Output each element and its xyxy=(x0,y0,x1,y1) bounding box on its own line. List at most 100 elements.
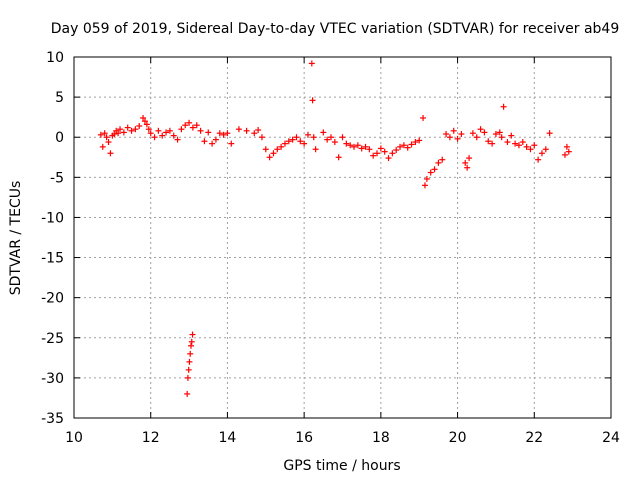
data-point xyxy=(354,142,361,149)
data-point xyxy=(546,130,553,137)
data-point xyxy=(563,143,570,150)
y-tick-label: 5 xyxy=(55,90,64,106)
data-point xyxy=(310,134,317,141)
data-point xyxy=(209,140,216,147)
data-point xyxy=(450,127,457,134)
data-point xyxy=(538,150,545,157)
data-point xyxy=(105,139,112,146)
data-point xyxy=(184,390,191,397)
data-point xyxy=(462,159,469,166)
data-point xyxy=(124,124,131,131)
data-point xyxy=(178,126,185,133)
data-point xyxy=(481,129,488,136)
data-point xyxy=(427,169,434,176)
data-point xyxy=(189,331,196,338)
data-point xyxy=(358,145,365,152)
data-point xyxy=(99,143,106,150)
data-point xyxy=(243,127,250,134)
data-point xyxy=(397,143,404,150)
data-point xyxy=(473,134,480,141)
data-point xyxy=(515,142,522,149)
data-point xyxy=(107,150,114,157)
data-point xyxy=(351,143,358,150)
data-point xyxy=(170,132,177,139)
data-point xyxy=(251,130,258,137)
x-tick-label: 10 xyxy=(65,430,83,446)
grid-lines xyxy=(74,57,611,418)
data-point xyxy=(370,152,377,159)
data-point xyxy=(103,134,110,141)
data-point xyxy=(416,137,423,144)
data-point xyxy=(101,130,108,137)
data-point xyxy=(443,131,450,138)
data-point xyxy=(454,135,461,142)
data-point xyxy=(327,134,334,141)
data-point xyxy=(408,141,415,148)
data-point xyxy=(404,144,411,151)
data-point xyxy=(228,140,235,147)
data-point xyxy=(132,126,139,133)
data-point xyxy=(143,121,150,128)
data-point xyxy=(140,114,147,121)
y-tick-label: -5 xyxy=(50,170,64,186)
data-point xyxy=(420,114,427,121)
x-tick-label: 24 xyxy=(602,430,620,446)
plot-frame xyxy=(73,56,612,419)
x-axis-label: GPS time / hours xyxy=(283,458,400,474)
data-point xyxy=(469,130,476,137)
data-point xyxy=(519,139,526,146)
y-tick-label: -20 xyxy=(41,291,64,307)
data-point xyxy=(542,146,549,153)
data-point xyxy=(320,129,327,136)
data-point xyxy=(281,140,288,147)
data-point xyxy=(115,130,122,137)
data-point xyxy=(212,136,219,143)
data-point xyxy=(186,119,193,126)
y-tick-label: -30 xyxy=(41,371,64,387)
y-tick-label: -15 xyxy=(41,251,64,267)
data-point xyxy=(224,130,231,137)
data-point xyxy=(343,140,350,147)
y-tick-label: 0 xyxy=(55,130,64,146)
data-point xyxy=(189,124,196,131)
data-point xyxy=(439,156,446,163)
x-tick-label: 14 xyxy=(219,430,237,446)
data-point xyxy=(174,136,181,143)
data-point xyxy=(285,138,292,145)
data-point xyxy=(485,138,492,145)
y-axis-label: SDTVAR / TECUs xyxy=(8,181,24,296)
data-point xyxy=(347,142,354,149)
y-tick-label: -10 xyxy=(41,210,64,226)
data-point xyxy=(446,134,453,141)
data-point xyxy=(464,164,471,171)
x-tick-label: 18 xyxy=(372,430,390,446)
data-point xyxy=(197,127,204,134)
data-point xyxy=(477,126,484,133)
data-point xyxy=(331,139,338,146)
data-point xyxy=(278,143,285,150)
data-point xyxy=(377,145,384,152)
data-point xyxy=(458,131,465,138)
data-point xyxy=(312,146,319,153)
x-axis-tick-labels: 10 12 14 16 18 20 22 24 xyxy=(65,430,620,446)
data-point xyxy=(141,118,148,125)
data-point xyxy=(400,142,407,149)
data-point xyxy=(512,140,519,147)
data-point xyxy=(151,134,158,141)
data-point xyxy=(362,143,369,150)
data-point xyxy=(297,138,304,145)
data-point xyxy=(385,155,392,162)
data-point xyxy=(117,126,124,133)
y-tick-label: -25 xyxy=(41,331,64,347)
data-point xyxy=(193,122,200,129)
data-point xyxy=(489,140,496,147)
data-point xyxy=(97,131,104,138)
data-point xyxy=(201,138,208,145)
data-point xyxy=(389,150,396,157)
y-tick-label: -35 xyxy=(41,411,64,427)
data-point xyxy=(235,126,242,133)
data-point xyxy=(309,97,316,104)
data-point xyxy=(270,150,277,157)
data-point xyxy=(147,130,154,137)
data-point xyxy=(258,134,265,141)
